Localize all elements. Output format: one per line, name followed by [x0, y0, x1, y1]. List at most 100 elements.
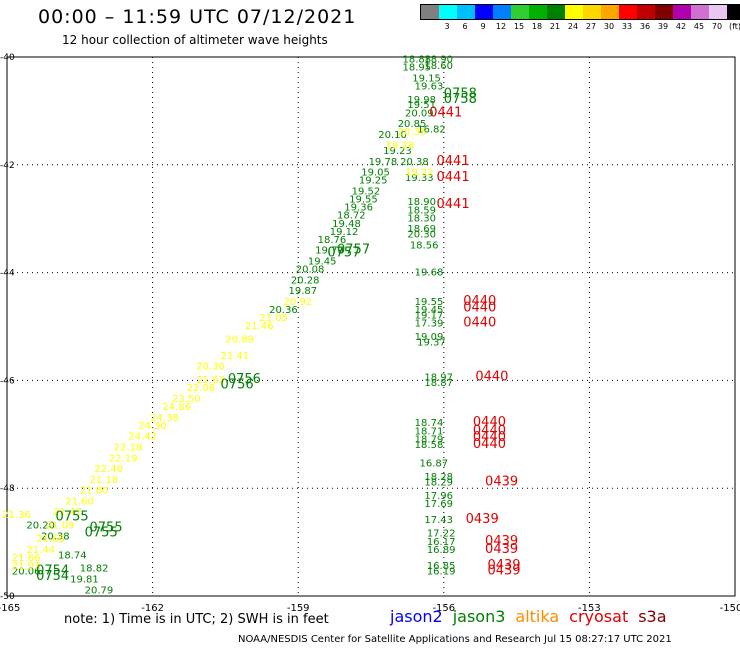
legend-swatch — [619, 5, 637, 19]
wave-height-label: 18.82 — [80, 564, 109, 575]
legend-label: 18 — [531, 22, 543, 31]
wave-height-label: 18.30 — [407, 213, 436, 224]
time-label: 0440 — [475, 369, 508, 384]
y-tick-label: -40 — [0, 53, 15, 63]
legend-label: 45 — [693, 22, 705, 31]
wave-height-label: 16.17 — [427, 537, 456, 548]
time-label: 0440 — [463, 316, 496, 331]
legend-swatch — [457, 5, 475, 19]
x-tick-label: -159 — [287, 603, 310, 614]
wave-height-label: 19.79 — [315, 246, 344, 257]
wave-height-label: 20.20 — [26, 521, 55, 532]
wave-height-label: 21.93 — [12, 561, 41, 572]
legend-swatch — [565, 5, 583, 19]
legend-label: 39 — [657, 22, 669, 31]
legend-label: 27 — [585, 22, 597, 31]
wave-height-label: 17.22 — [427, 529, 456, 540]
wave-height-label: 18.95 — [403, 62, 432, 73]
legend-label: (ft) — [728, 22, 740, 31]
time-label: 0440 — [473, 430, 506, 445]
wave-height-label: 21.41 — [221, 351, 250, 362]
credit-line: NOAA/NESDIS Center for Satellite Applica… — [238, 634, 672, 645]
time-label: 0758 — [444, 92, 477, 107]
wave-height-label: 21.60 — [65, 496, 94, 507]
wave-height-label: 18.76 — [318, 235, 347, 246]
legend-label: 6 — [462, 22, 468, 31]
wave-height-label: 21.09 — [46, 521, 75, 532]
legend-label: 3 — [444, 22, 450, 31]
time-label: 0439 — [485, 542, 518, 557]
wave-height-label: 19.25 — [359, 176, 388, 187]
wave-height-label: 17.96 — [424, 491, 453, 502]
wave-height-label: 16.82 — [417, 124, 446, 135]
wave-height-label: 18.29 — [424, 478, 453, 489]
wave-height-label: 20.79 — [85, 585, 114, 596]
wave-height-label: 24.38 — [150, 413, 179, 424]
legend-swatch — [529, 5, 547, 19]
legend-swatch — [421, 5, 439, 19]
wave-height-label: 20.89 — [225, 335, 254, 346]
satellite-label: altika — [515, 607, 560, 626]
wave-height-label: 21.36 — [2, 510, 31, 521]
time-label: 0757 — [337, 243, 370, 258]
wave-height-label: 20.38 — [400, 157, 429, 168]
wave-height-label: 19.55 — [415, 297, 444, 308]
wave-height-label: 19.23 — [383, 146, 412, 157]
wave-height-label: 19.98 — [407, 95, 436, 106]
wave-height-label: 18.58 — [415, 440, 444, 451]
wave-height-label: 20.06 — [12, 566, 41, 577]
legend-label: 12 — [495, 22, 507, 31]
wave-height-label: 18.60 — [424, 61, 453, 72]
y-tick-label: -44 — [0, 269, 15, 279]
wave-height-label: 21.80 — [80, 486, 109, 497]
wave-height-label: 18.71 — [415, 426, 444, 437]
wave-height-label: 19.81 — [70, 575, 99, 586]
legend-label: 36 — [639, 22, 651, 31]
wave-height-label: 16.87 — [420, 459, 449, 470]
wave-height-label: 19.12 — [330, 227, 359, 238]
wave-height-label: 19.17 — [415, 310, 444, 321]
wave-height-label: 18.72 — [337, 211, 366, 222]
wave-height-label: 19.45 — [415, 305, 444, 316]
wave-height-label: 18.59 — [407, 205, 436, 216]
page-subtitle: 12 hour collection of altimeter wave hei… — [62, 33, 328, 47]
wave-height-label: 16.89 — [427, 545, 456, 556]
page-title: 00:00 – 11:59 UTC 07/12/2021 — [38, 6, 357, 28]
wave-height-label: 20.09 — [405, 108, 434, 119]
wave-height-label: 20.85 — [398, 119, 427, 130]
time-label: 0440 — [473, 437, 506, 452]
time-label: 0441 — [437, 197, 470, 212]
y-tick-label: -48 — [0, 484, 15, 494]
wave-height-label: 18.88 — [403, 54, 432, 65]
legend-swatch — [709, 5, 727, 19]
wave-height-label: 16.85 — [427, 561, 456, 572]
time-label: 0441 — [437, 154, 470, 169]
time-label: 0755 — [85, 526, 118, 541]
wave-height-label: 24.42 — [128, 432, 157, 443]
y-tick-label: -50 — [0, 592, 15, 602]
legend-label: 70 — [711, 22, 723, 31]
wave-height-label: 17.69 — [424, 499, 453, 510]
wave-height-label: 21.46 — [245, 321, 274, 332]
wave-height-label: 18.28 — [424, 472, 453, 483]
wave-height-label: 18.90 — [424, 54, 453, 65]
legend-swatch — [637, 5, 655, 19]
time-label: 0441 — [437, 170, 470, 185]
wave-height-label: 18.56 — [410, 240, 439, 251]
legend-label: 9 — [480, 22, 486, 31]
satellite-label: jason3 — [452, 607, 506, 626]
wave-height-label: 21.05 — [259, 313, 288, 324]
legend-swatch — [475, 5, 493, 19]
time-label: 0441 — [429, 105, 462, 120]
time-label: 0439 — [466, 512, 499, 527]
legend-swatch — [439, 5, 457, 19]
wave-height-label: 19.55 — [349, 195, 378, 206]
wave-height-label: 18.90 — [407, 197, 436, 208]
wave-height-label: 16.19 — [427, 566, 456, 577]
legend-swatch — [493, 5, 511, 19]
wave-height-label: 19.36 — [344, 203, 373, 214]
plot-frame — [6, 56, 736, 597]
wave-height-label: 20.30 — [196, 362, 225, 373]
wave-height-label: 23.50 — [172, 394, 201, 405]
